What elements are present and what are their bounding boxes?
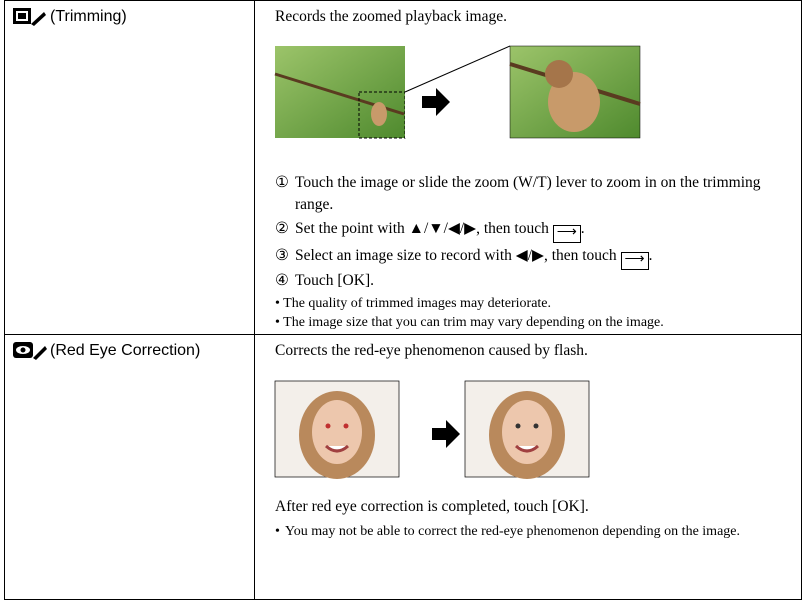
steps: ① Touch the image or slide the zoom (W/T)… bbox=[275, 172, 795, 332]
step: ④ Touch [OK]. bbox=[275, 270, 795, 292]
red-eye-icon bbox=[13, 342, 47, 360]
column-divider bbox=[254, 0, 255, 600]
step-text: Set the point with ▲/▼/◀/▶, then touch bbox=[295, 220, 549, 237]
arrow-button-icon: ⟶ bbox=[620, 252, 649, 270]
trimming-icon bbox=[13, 8, 46, 26]
intro: Records the zoomed playback image. bbox=[275, 8, 507, 25]
step-text: Select an image size to record with ◀/▶,… bbox=[295, 247, 617, 264]
step-text: . bbox=[648, 247, 653, 264]
table-border bbox=[801, 0, 802, 600]
step: ③ Select an image size to record with ◀/▶… bbox=[275, 245, 795, 270]
step: ② Set the point with ▲/▼/◀/▶, then touch … bbox=[275, 218, 795, 243]
arrow-button-icon: ⟶ bbox=[552, 225, 581, 243]
note-text: You may not be able to correct the red-e… bbox=[285, 524, 740, 539]
step-marker: ① bbox=[275, 174, 289, 191]
red-eye-illustration bbox=[274, 380, 590, 479]
row-label: (Red Eye Correction) bbox=[50, 342, 201, 359]
step-text: Touch [OK]. bbox=[295, 272, 374, 289]
step-marker: ④ bbox=[275, 272, 289, 289]
step-text: Touch the image or slide the zoom (W/T) … bbox=[295, 174, 761, 213]
after-text: After red eye correction is completed, t… bbox=[275, 498, 589, 515]
trimming-illustration bbox=[274, 45, 641, 139]
row-divider bbox=[4, 334, 802, 335]
note: • The image size that you can trim may v… bbox=[275, 315, 664, 330]
table-border bbox=[4, 0, 5, 600]
step-marker: ② bbox=[275, 220, 289, 237]
note-text: The image size that you can trim may var… bbox=[283, 315, 664, 330]
table-border bbox=[4, 0, 802, 1]
step: ① Touch the image or slide the zoom (W/T)… bbox=[275, 172, 795, 216]
note-text: The quality of trimmed images may deteri… bbox=[283, 296, 552, 311]
step-text: . bbox=[580, 220, 585, 237]
note: • The quality of trimmed images may dete… bbox=[275, 296, 552, 311]
intro: Corrects the red-eye phenomenon caused b… bbox=[275, 342, 588, 359]
row-label: (Trimming) bbox=[50, 8, 127, 25]
note: • You may not be able to correct the red-… bbox=[275, 524, 740, 539]
step-marker: ③ bbox=[275, 247, 289, 264]
